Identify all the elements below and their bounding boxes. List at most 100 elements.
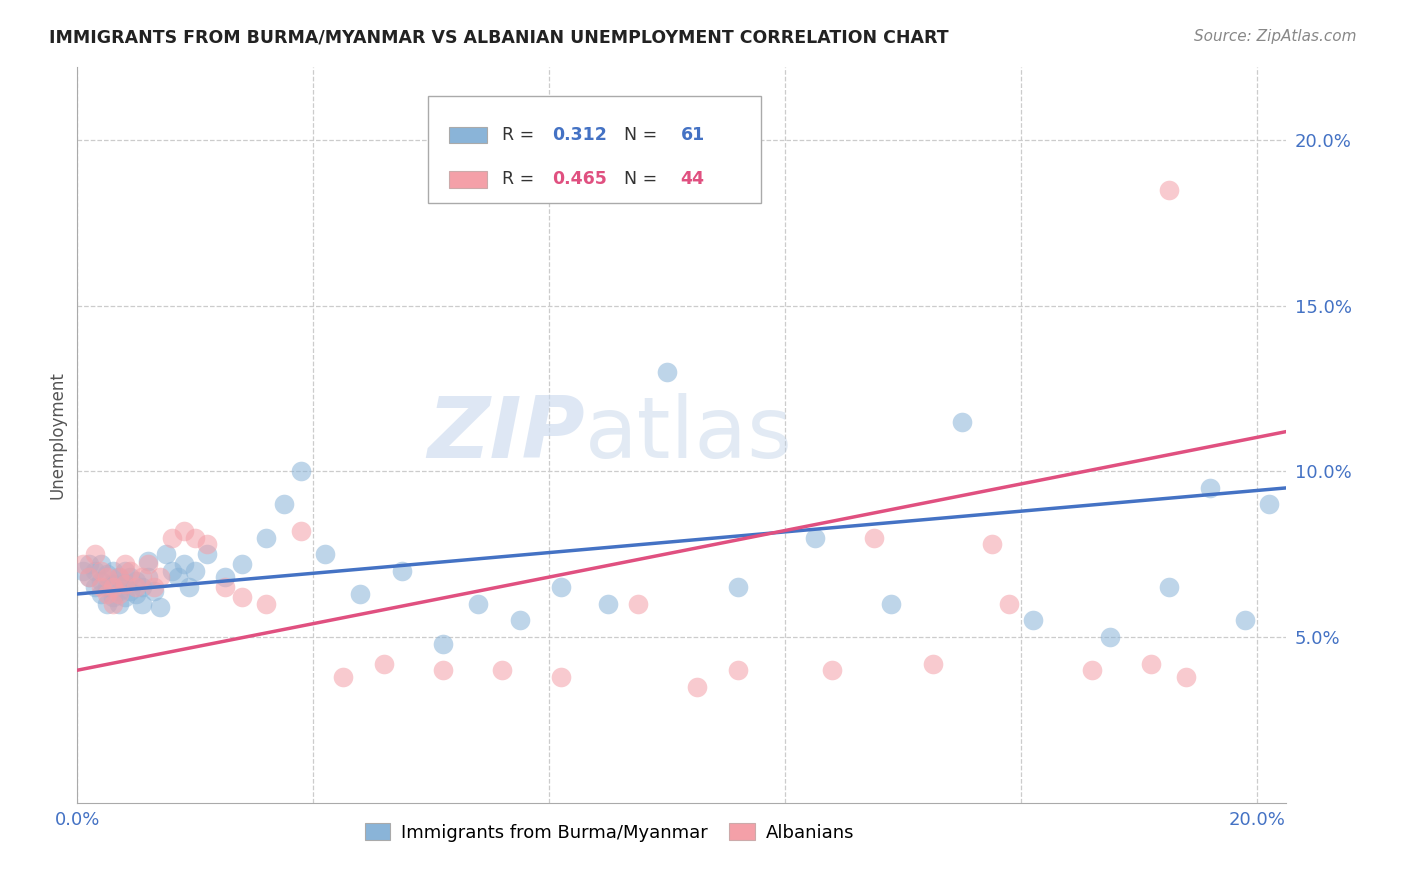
Point [254, 597, 277, 611]
Point [125, 580, 148, 594]
Text: 44: 44 [681, 170, 704, 188]
Point [114, 564, 136, 578]
Point [107, 570, 129, 584]
Point [803, 531, 825, 545]
Point [184, 531, 207, 545]
Point [96, 570, 118, 584]
Point [432, 637, 454, 651]
Point [509, 614, 531, 628]
Point [1098, 630, 1121, 644]
Point [160, 531, 183, 545]
Point [107, 583, 129, 598]
Text: 0.312: 0.312 [553, 126, 607, 144]
Point [136, 557, 159, 571]
Point [314, 547, 336, 561]
Point [214, 580, 236, 594]
Point [980, 537, 1002, 551]
Point [231, 591, 253, 605]
Bar [449, 127, 488, 143]
Point [77, 570, 100, 584]
Point [179, 580, 201, 594]
Point [143, 583, 166, 598]
Point [491, 663, 513, 677]
Text: atlas: atlas [585, 393, 793, 476]
Point [349, 587, 371, 601]
Point [627, 597, 650, 611]
Point [101, 564, 124, 578]
Point [84, 580, 107, 594]
Point [77, 557, 100, 571]
Point [114, 591, 136, 605]
Point [391, 564, 413, 578]
Point [84, 547, 107, 561]
Point [131, 570, 153, 584]
Point [90, 574, 112, 588]
Bar [449, 171, 488, 187]
Point [1081, 663, 1104, 677]
Point [998, 597, 1021, 611]
Point [101, 597, 124, 611]
Point [166, 570, 188, 584]
Text: IMMIGRANTS FROM BURMA/MYANMAR VS ALBANIAN UNEMPLOYMENT CORRELATION CHART: IMMIGRANTS FROM BURMA/MYANMAR VS ALBANIA… [49, 29, 949, 46]
Point [184, 564, 207, 578]
Point [136, 554, 159, 568]
Point [114, 577, 136, 591]
Point [1175, 670, 1198, 684]
Point [120, 570, 142, 584]
Text: N =: N = [613, 126, 662, 144]
Point [72, 564, 94, 578]
Point [1022, 614, 1045, 628]
Point [880, 597, 903, 611]
Point [1198, 481, 1220, 495]
Point [149, 600, 172, 615]
Text: 0.465: 0.465 [553, 170, 607, 188]
Legend: Immigrants from Burma/Myanmar, Albanians: Immigrants from Burma/Myanmar, Albanians [357, 816, 860, 849]
Point [107, 570, 129, 584]
Point [195, 547, 218, 561]
Point [96, 597, 118, 611]
Point [101, 591, 124, 605]
Point [149, 570, 172, 584]
Point [598, 597, 620, 611]
Point [290, 524, 312, 538]
Point [195, 537, 218, 551]
Point [155, 547, 177, 561]
Point [231, 557, 253, 571]
Point [862, 531, 884, 545]
Point [921, 657, 943, 671]
Point [125, 587, 148, 601]
Point [131, 597, 153, 611]
Text: R =: R = [502, 170, 540, 188]
Text: 61: 61 [681, 126, 704, 144]
Point [96, 580, 118, 594]
Text: ZIP: ZIP [427, 393, 585, 476]
Point [72, 557, 94, 571]
FancyBboxPatch shape [427, 96, 761, 203]
Point [1140, 657, 1163, 671]
Point [125, 574, 148, 588]
Point [90, 557, 112, 571]
Point [290, 464, 312, 478]
Point [1257, 498, 1279, 512]
Point [685, 680, 707, 694]
Point [821, 663, 844, 677]
Point [173, 524, 195, 538]
Point [120, 583, 142, 598]
Point [160, 564, 183, 578]
Point [373, 657, 395, 671]
Point [332, 670, 354, 684]
Text: Source: ZipAtlas.com: Source: ZipAtlas.com [1194, 29, 1357, 44]
Point [96, 587, 118, 601]
Point [273, 498, 295, 512]
Point [950, 415, 973, 429]
Point [107, 597, 129, 611]
Y-axis label: Unemployment: Unemployment [48, 371, 66, 499]
Point [1157, 182, 1180, 196]
Point [657, 365, 679, 379]
Point [550, 670, 572, 684]
Point [1157, 580, 1180, 594]
Point [136, 570, 159, 584]
Point [114, 557, 136, 571]
Point [101, 580, 124, 594]
Point [90, 564, 112, 578]
